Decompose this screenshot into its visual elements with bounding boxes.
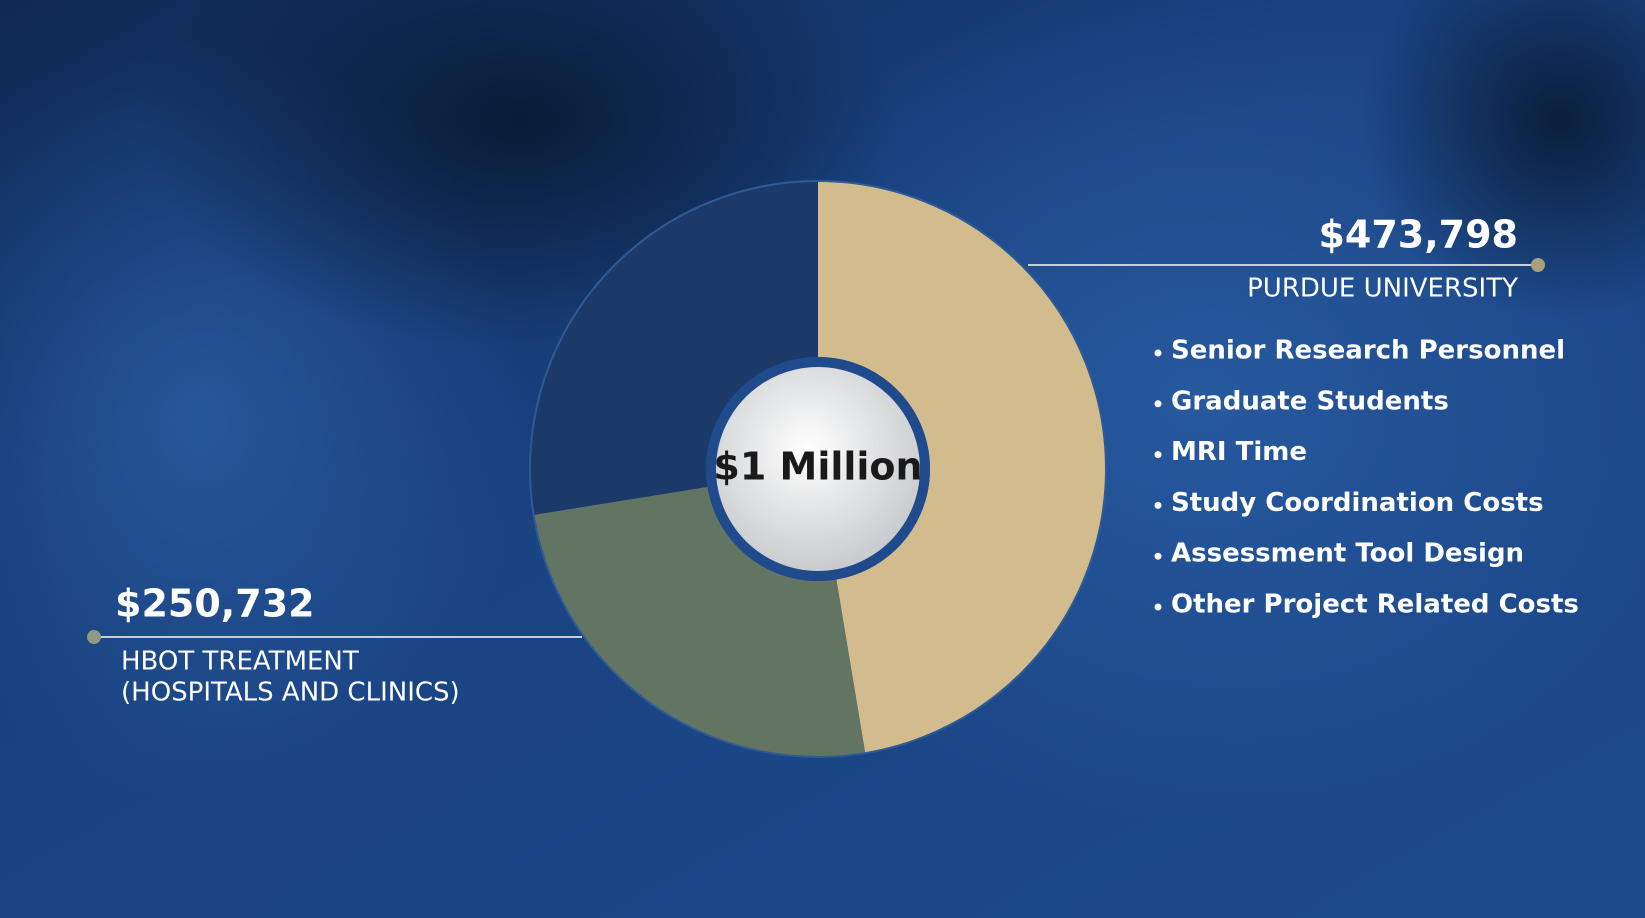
donut-segment	[533, 486, 866, 757]
background-shadow	[1360, 0, 1645, 320]
list-item: Senior Research Personnel	[1171, 336, 1565, 366]
category-label: HBOT TREATMENT	[121, 647, 359, 677]
donut-outline	[529, 180, 1107, 758]
hub	[716, 367, 920, 571]
category-sublabel: (HOSPITALS AND CLINICS)	[121, 678, 460, 708]
category-label: PURDUE UNIVERSITY	[1247, 274, 1518, 304]
bullet	[1154, 349, 1162, 357]
labels: $473,798 PURDUE UNIVERSITY Senior Research…	[87, 213, 1579, 708]
donut-segment	[818, 181, 1107, 754]
donut: $1 Million	[529, 180, 1107, 758]
bullet	[1154, 501, 1162, 509]
bullet	[1154, 552, 1162, 560]
leader-dot	[1531, 258, 1545, 272]
list-item: MRI Time	[1171, 437, 1307, 467]
center-label: $1 Million	[713, 445, 922, 489]
list-item: Graduate Students	[1171, 386, 1449, 416]
value-label: $250,732	[115, 582, 315, 626]
bullet	[1154, 603, 1162, 611]
bullet	[1154, 451, 1162, 459]
list-item: Other Project Related Costs	[1171, 590, 1579, 620]
list-item: Study Coordination Costs	[1171, 488, 1544, 518]
list-item: Assessment Tool Design	[1171, 539, 1524, 569]
donut-segment	[530, 181, 818, 515]
leader-dot	[87, 630, 101, 644]
value-label: $473,798	[1318, 213, 1518, 257]
bullet	[1154, 400, 1162, 408]
